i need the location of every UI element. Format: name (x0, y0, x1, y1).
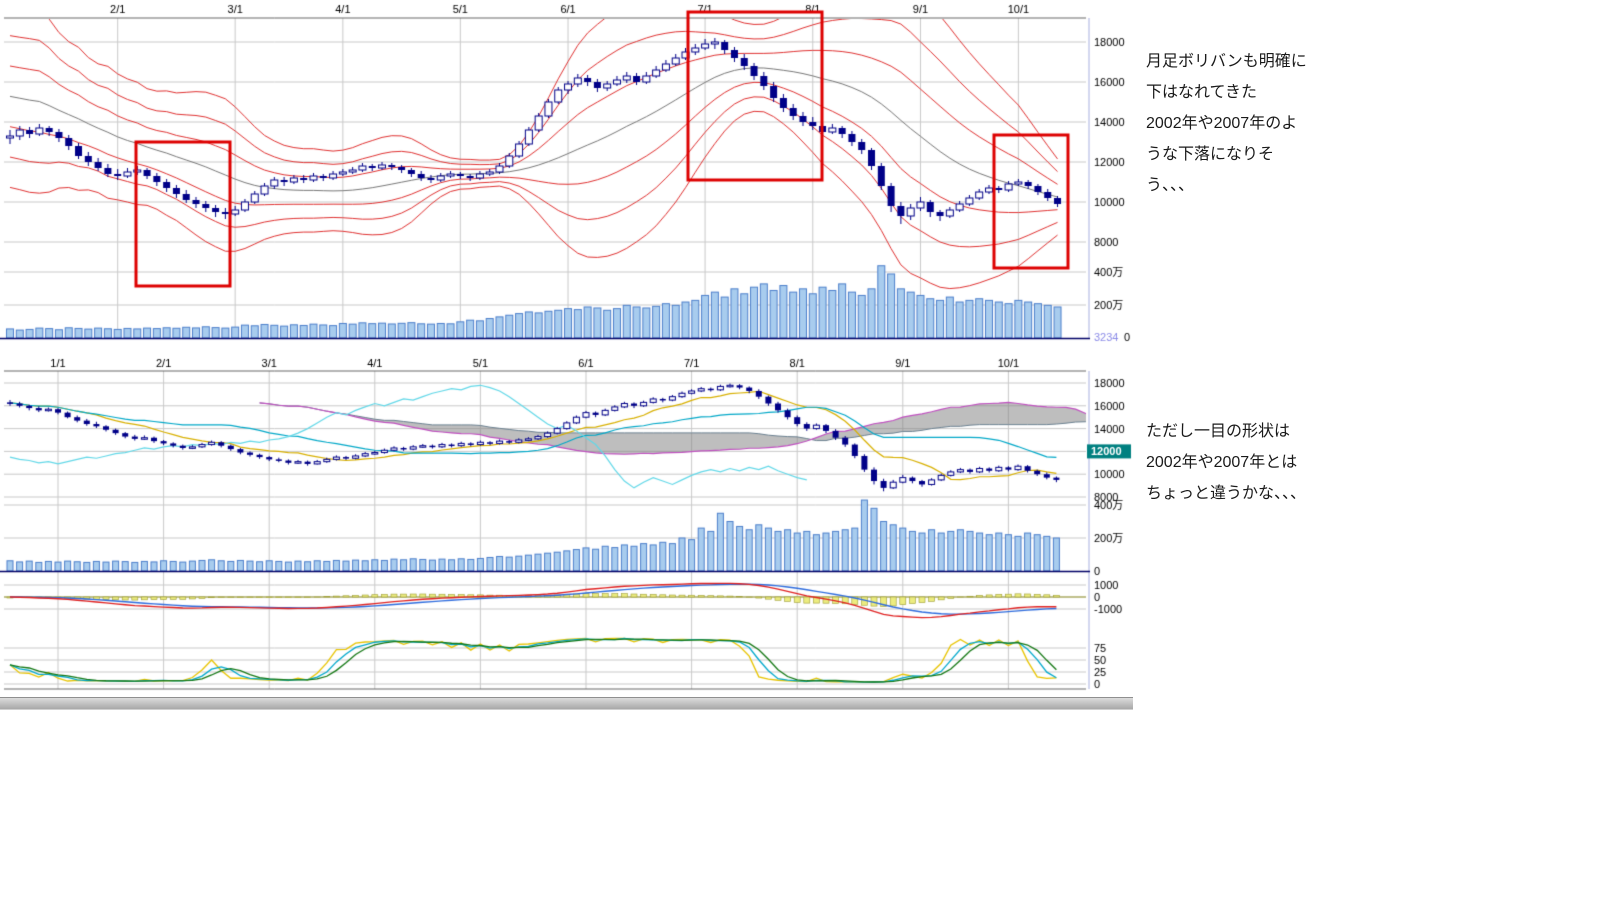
weekly-ichimoku-chart-canvas (0, 355, 1133, 695)
horizontal-scrollbar[interactable] (0, 697, 1133, 710)
annotation-line: ちょっと違うかな、、、 (1146, 485, 1307, 502)
monthly-annotation: 月足ボリバンも明確に 下はなれてきた 2002年や2007年のよ うな下落になり… (1146, 46, 1366, 201)
annotation-line: 月足ボリバンも明確に (1146, 53, 1307, 70)
annotation-line: ただし一目の形状は (1146, 423, 1291, 440)
annotation-line: 2002年や2007年とは (1146, 454, 1298, 471)
monthly-bollinger-chart-canvas (0, 0, 1133, 348)
annotation-line: う、、、 (1146, 177, 1195, 194)
weekly-annotation: ただし一目の形状は 2002年や2007年とは ちょっと違うかな、、、 (1146, 416, 1366, 509)
annotation-line: 2002年や2007年のよ (1146, 115, 1298, 132)
annotation-line: 下はなれてきた (1146, 84, 1258, 101)
annotation-line: うな下落になりそ (1146, 146, 1275, 163)
